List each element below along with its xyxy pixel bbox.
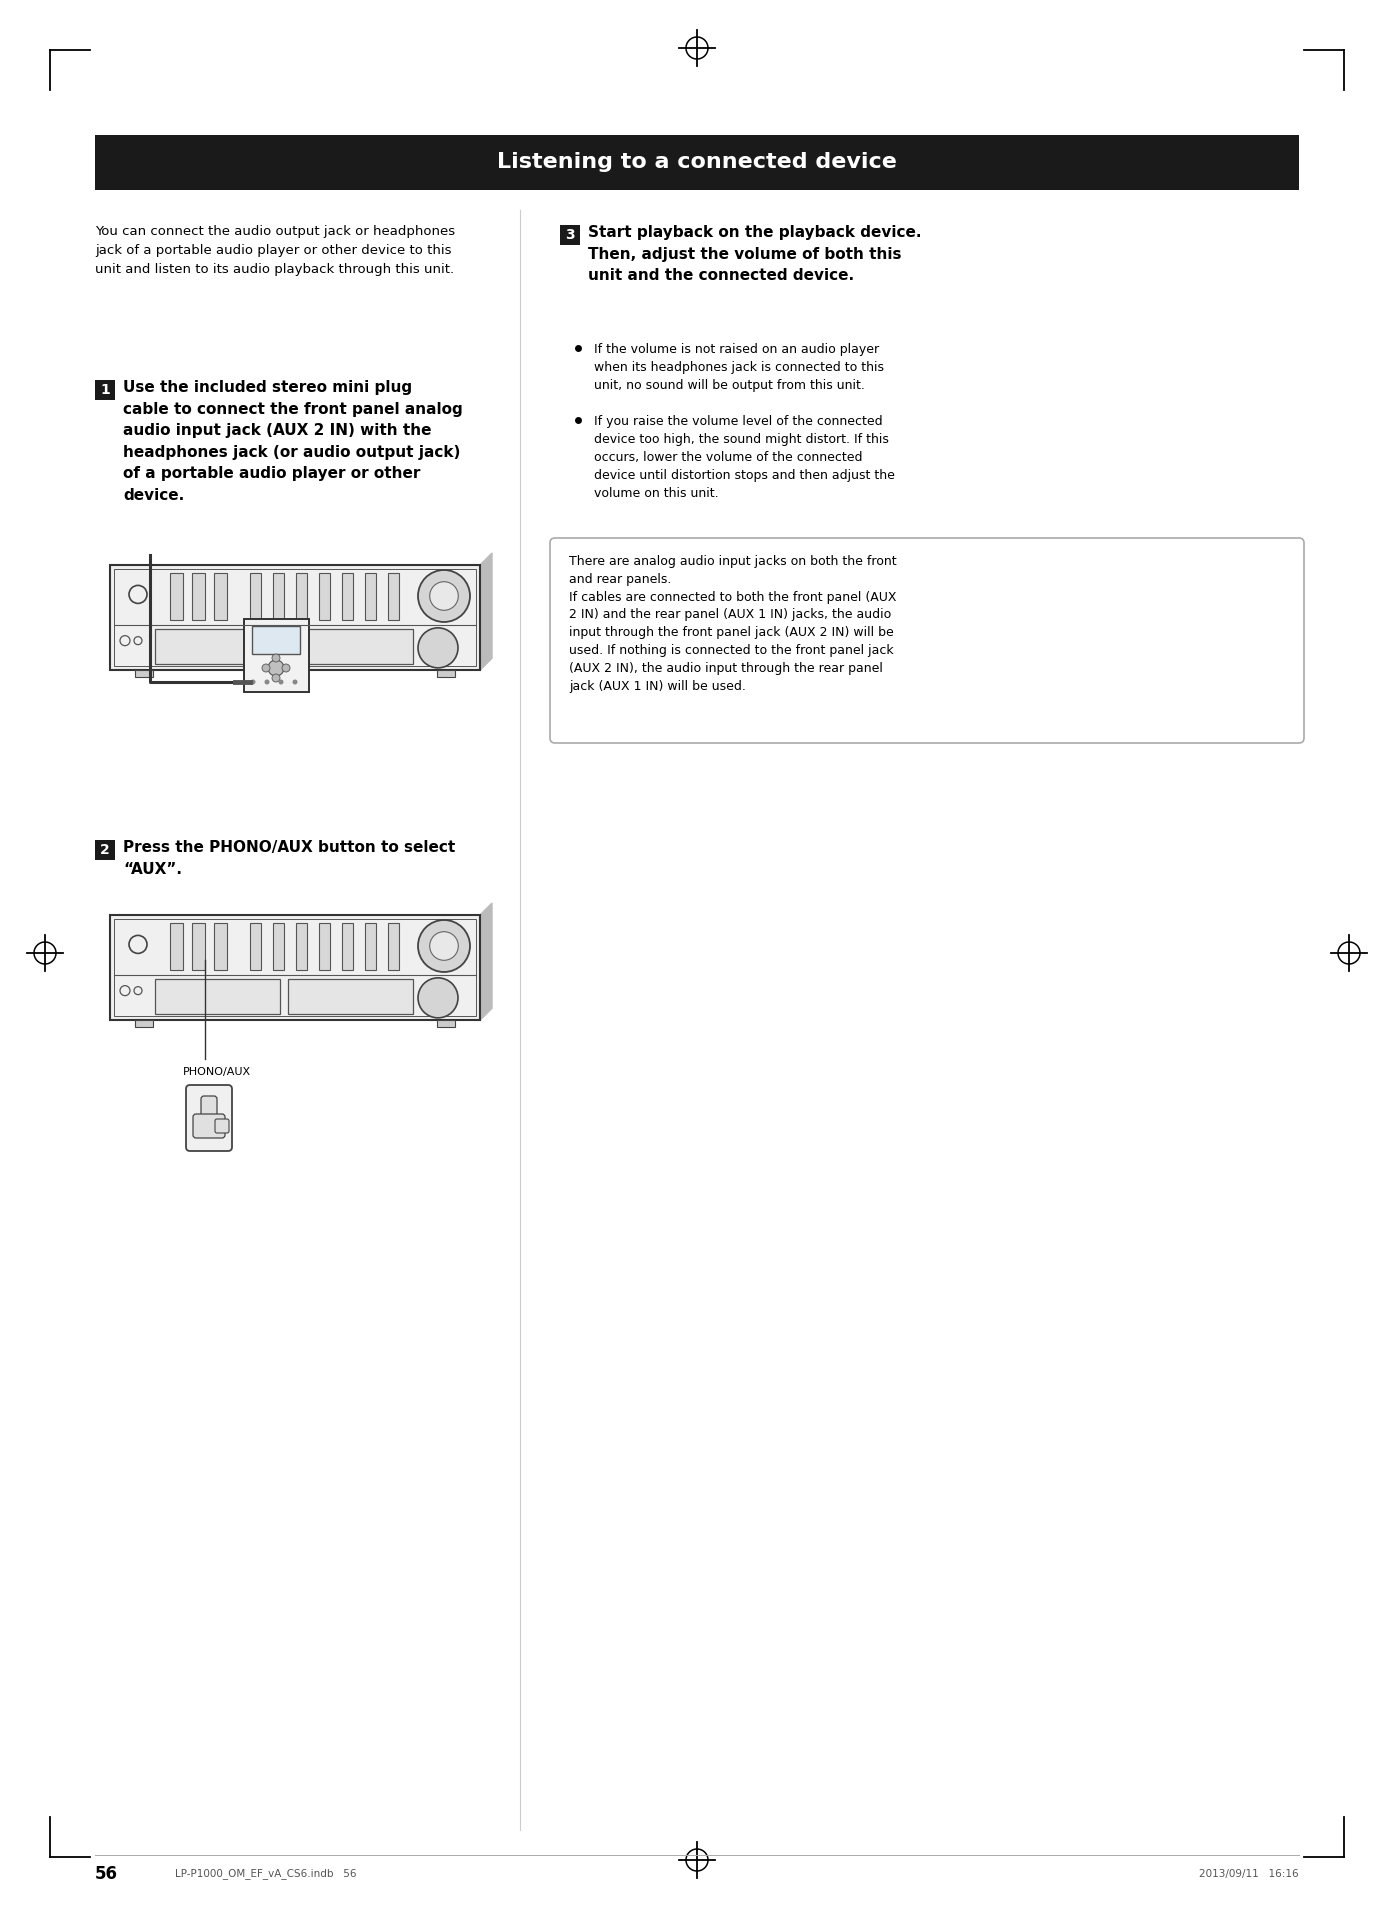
Polygon shape — [480, 553, 492, 669]
FancyBboxPatch shape — [296, 923, 307, 971]
Text: PHONO/AUX: PHONO/AUX — [183, 1068, 251, 1077]
FancyBboxPatch shape — [201, 1097, 217, 1131]
FancyBboxPatch shape — [95, 135, 1299, 191]
FancyBboxPatch shape — [170, 572, 183, 620]
Circle shape — [268, 660, 284, 675]
Text: 56: 56 — [95, 1865, 118, 1882]
FancyBboxPatch shape — [273, 572, 284, 620]
FancyBboxPatch shape — [155, 978, 280, 1015]
FancyBboxPatch shape — [95, 839, 114, 860]
Text: Press the PHONO/AUX button to select
“AUX”.: Press the PHONO/AUX button to select “AU… — [123, 839, 456, 877]
FancyBboxPatch shape — [365, 572, 376, 620]
FancyBboxPatch shape — [135, 1020, 153, 1028]
Circle shape — [418, 978, 459, 1018]
Text: If you raise the volume level of the connected
device too high, the sound might : If you raise the volume level of the con… — [594, 416, 895, 500]
FancyBboxPatch shape — [388, 572, 399, 620]
Circle shape — [429, 582, 459, 610]
Text: 2013/09/11   16:16: 2013/09/11 16:16 — [1199, 1869, 1299, 1878]
Text: 3: 3 — [565, 229, 574, 242]
FancyBboxPatch shape — [365, 923, 376, 971]
FancyBboxPatch shape — [250, 572, 261, 620]
FancyBboxPatch shape — [319, 923, 330, 971]
FancyBboxPatch shape — [273, 923, 284, 971]
FancyBboxPatch shape — [110, 564, 480, 669]
FancyBboxPatch shape — [250, 923, 261, 971]
Text: 1: 1 — [100, 383, 110, 397]
FancyBboxPatch shape — [185, 1085, 231, 1152]
FancyBboxPatch shape — [95, 379, 114, 400]
Text: LP-P1000_OM_EF_vA_CS6.indb   56: LP-P1000_OM_EF_vA_CS6.indb 56 — [176, 1869, 357, 1880]
Text: There are analog audio input jacks on both the front
and rear panels.
If cables : There are analog audio input jacks on bo… — [569, 555, 896, 692]
Text: You can connect the audio output jack or headphones
jack of a portable audio pla: You can connect the audio output jack or… — [95, 225, 454, 277]
FancyBboxPatch shape — [110, 915, 480, 1020]
Circle shape — [262, 664, 270, 671]
FancyBboxPatch shape — [342, 572, 353, 620]
Text: If the volume is not raised on an audio player
when its headphones jack is conne: If the volume is not raised on an audio … — [594, 343, 884, 393]
Circle shape — [293, 679, 297, 685]
FancyBboxPatch shape — [289, 629, 413, 664]
FancyBboxPatch shape — [436, 1020, 454, 1028]
FancyBboxPatch shape — [289, 978, 413, 1015]
FancyBboxPatch shape — [319, 572, 330, 620]
Polygon shape — [110, 1009, 492, 1020]
Circle shape — [265, 679, 269, 685]
FancyBboxPatch shape — [244, 618, 308, 692]
FancyBboxPatch shape — [551, 538, 1303, 744]
Circle shape — [429, 933, 459, 961]
Circle shape — [272, 673, 280, 683]
Circle shape — [272, 654, 280, 662]
FancyBboxPatch shape — [155, 629, 280, 664]
Polygon shape — [110, 658, 492, 669]
FancyBboxPatch shape — [388, 923, 399, 971]
FancyBboxPatch shape — [135, 669, 153, 677]
Circle shape — [418, 919, 470, 973]
FancyBboxPatch shape — [215, 1119, 229, 1133]
FancyBboxPatch shape — [436, 669, 454, 677]
FancyBboxPatch shape — [215, 923, 227, 971]
Circle shape — [418, 627, 459, 667]
Text: 2: 2 — [100, 843, 110, 856]
FancyBboxPatch shape — [560, 225, 580, 244]
FancyBboxPatch shape — [215, 572, 227, 620]
FancyBboxPatch shape — [252, 625, 300, 654]
FancyBboxPatch shape — [170, 923, 183, 971]
FancyBboxPatch shape — [192, 1114, 224, 1138]
Text: Start playback on the playback device.
Then, adjust the volume of both this
unit: Start playback on the playback device. T… — [588, 225, 921, 284]
FancyBboxPatch shape — [296, 572, 307, 620]
Circle shape — [418, 570, 470, 622]
Text: Listening to a connected device: Listening to a connected device — [498, 153, 896, 172]
Text: Use the included stereo mini plug
cable to connect the front panel analog
audio : Use the included stereo mini plug cable … — [123, 379, 463, 503]
FancyBboxPatch shape — [192, 923, 205, 971]
FancyBboxPatch shape — [192, 572, 205, 620]
Circle shape — [251, 679, 255, 685]
Circle shape — [279, 679, 283, 685]
Polygon shape — [480, 904, 492, 1020]
Circle shape — [282, 664, 290, 671]
FancyBboxPatch shape — [342, 923, 353, 971]
